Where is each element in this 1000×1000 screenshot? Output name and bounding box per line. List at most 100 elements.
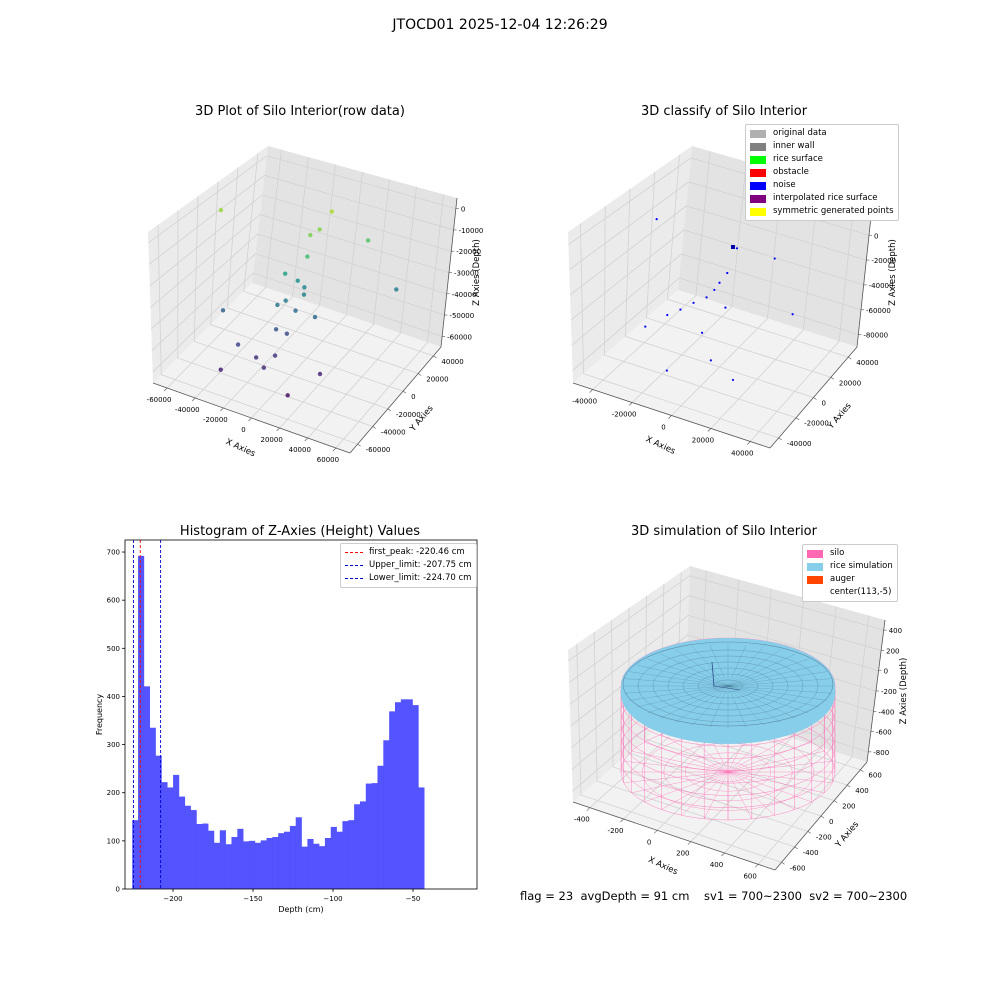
panel2-legend-item: rice surface [750, 153, 894, 166]
panel4-z-tick-label: -800 [873, 749, 889, 757]
panel4-pane-floor [573, 704, 867, 870]
panel2-title: 3D classify of Silo Interior [640, 104, 808, 119]
panel2-y-tick-label: 0 [822, 400, 826, 408]
silo-mesh-radial [727, 750, 825, 773]
legend-line-swatch [345, 578, 363, 579]
silo-mesh-radial [631, 750, 729, 773]
rice-mesh-radial [629, 671, 729, 687]
panel2-noise-point [700, 331, 704, 334]
panel2-noise-point [773, 257, 776, 260]
panel2-z-tick-label: -20000 [871, 257, 896, 265]
silo-mesh-radial [661, 771, 729, 810]
panel3-legend: first_peak: -220.46 cm Upper_limit: -207.… [340, 543, 477, 588]
histogram-bar [301, 846, 308, 889]
histogram-y-tick-label: 300 [107, 741, 120, 749]
silo-mesh-radial [623, 761, 729, 773]
histogram-bar [143, 686, 151, 889]
auger-line [711, 661, 715, 687]
panel1-grid-y [177, 210, 373, 427]
legend-label: Upper_limit: -207.75 cm [369, 560, 472, 570]
panel1-z-tick-label: -20000 [456, 248, 481, 256]
panel1-y-tick [357, 443, 361, 447]
rice-mesh-radial [660, 653, 729, 687]
panel2-noise-point [713, 288, 716, 292]
histogram-bar [383, 740, 390, 889]
histogram-x-axis-label: Depth (cm) [278, 905, 323, 914]
panel1-x-tick [276, 427, 280, 432]
panel2-x-tick-label: 0 [661, 424, 665, 432]
panel1-pane-floor [153, 283, 441, 453]
panel2-y-tick-label: 20000 [839, 379, 861, 387]
rice-mesh-radial [637, 685, 729, 708]
rice-mesh-radial [727, 685, 747, 728]
legend-swatch [750, 129, 766, 138]
panel2-x-tick [589, 389, 593, 393]
panel2-x-tick [628, 402, 633, 406]
panel4-y-tick [847, 784, 851, 788]
panel4-x-tick-label: 0 [647, 838, 651, 846]
panel2-noise-point [726, 271, 729, 275]
panel1-y-tick-label: -40000 [381, 429, 406, 437]
legend-swatch [750, 142, 766, 151]
panel4-grid-x [724, 606, 837, 854]
silo-mesh-radial [644, 741, 729, 773]
rice-mesh-radial [727, 653, 796, 687]
histogram-x-tick-label: −200 [163, 895, 182, 903]
panel4-3d-simulation: -400-2000200400600-600-400-2000200400600… [568, 566, 909, 880]
histogram-bar [278, 833, 285, 889]
legend-swatch [750, 181, 766, 190]
panel1-x-tick-label: 60000 [317, 456, 339, 464]
histogram-bar [289, 825, 297, 889]
histogram-bar [295, 817, 302, 889]
panel1-x-axis-label: X Axies [224, 437, 257, 460]
panel1-grid-z [150, 214, 450, 308]
panel4-z-tick-label: 200 [886, 647, 899, 655]
panel4-y-tick [794, 846, 798, 850]
panel2-grid-y [625, 188, 814, 398]
legend-label: symmetric generated points [773, 206, 894, 216]
panel4-y-tick-label: -200 [816, 833, 832, 841]
histogram-y-tick-label: 600 [107, 597, 120, 605]
silo-mesh-radial [727, 741, 812, 773]
legend-label: noise [773, 180, 796, 190]
legend-label: original data [773, 128, 827, 138]
histogram-bar [412, 705, 419, 889]
rice-mesh-radial [727, 685, 827, 701]
histogram-bar [190, 810, 197, 889]
panel3-legend-item: Lower_limit: -224.70 cm [345, 572, 472, 585]
panel1-point [235, 342, 241, 347]
rice-mesh-radial [727, 644, 747, 687]
legend-label: inner wall [773, 141, 815, 151]
panel2-noise-point [709, 359, 712, 362]
panel4-legend-item: silo [807, 547, 893, 560]
histogram-y-tick-label: 200 [107, 789, 120, 797]
histogram-bar [237, 828, 244, 889]
panel2-y-tick [795, 417, 800, 420]
histogram-bar [184, 805, 191, 889]
panel4-x-tick-label: -200 [608, 827, 624, 835]
panel2-legend: original data inner wall rice surface obsta… [745, 124, 899, 221]
panel1-z-tick-label: 0 [461, 206, 465, 214]
panel1-point [283, 298, 288, 303]
panel1-grid-z [152, 272, 443, 373]
histogram-y-tick-label: 500 [107, 645, 120, 653]
panel1-point [261, 365, 267, 370]
panel4-x-axis-label: X Axies [647, 855, 680, 878]
silo-mesh-bottom-ring [684, 752, 772, 792]
panel1-x-tick-label: 0 [241, 426, 245, 434]
panel2-y-tick-label: -20000 [804, 420, 829, 428]
panel2-x-tick-label: 40000 [731, 450, 753, 458]
panel4-y-axis-label: Y Axies [833, 819, 861, 850]
panel1-point [282, 271, 288, 276]
panel4-z-axis-label: Z Axies (Depth) [899, 658, 909, 725]
panel2-x-tick [747, 441, 751, 445]
silo-mesh-radial [727, 771, 775, 816]
panel4-y-tick-label: 600 [868, 772, 881, 780]
histogram-bar [284, 831, 291, 889]
panel1-grid-y [243, 153, 434, 357]
histogram-bar [418, 787, 425, 889]
legend-swatch [750, 168, 766, 177]
panel1-point [220, 308, 226, 313]
histogram-bar [138, 555, 145, 889]
histogram-bar [336, 831, 343, 889]
